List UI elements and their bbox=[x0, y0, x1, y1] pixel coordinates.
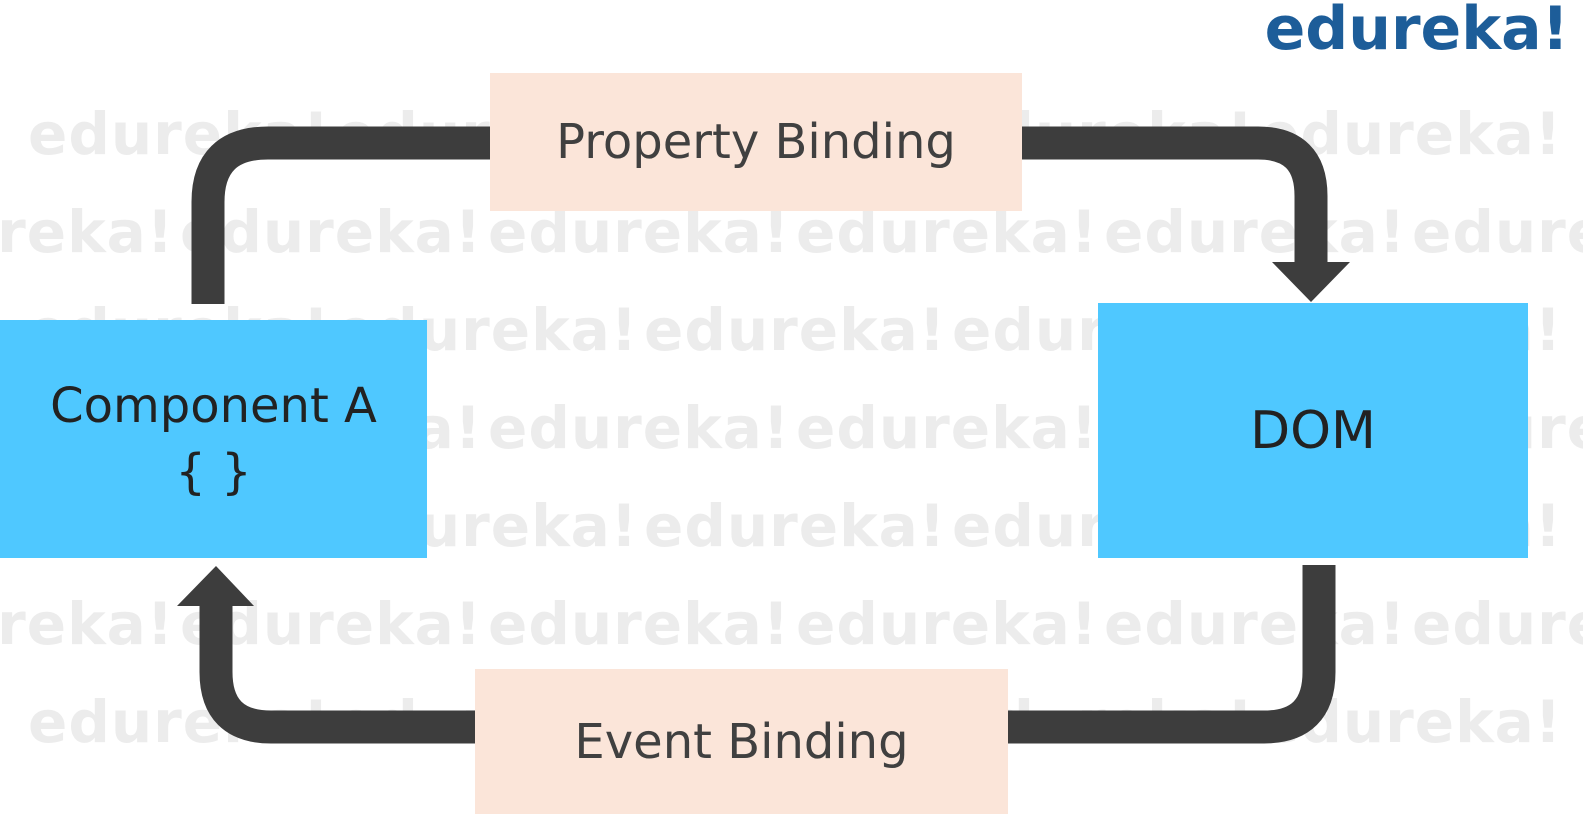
edureka-logo: edureka! bbox=[1264, 0, 1569, 64]
arrow-down-icon bbox=[1272, 262, 1350, 302]
event-binding-label: Event Binding bbox=[475, 669, 1008, 814]
component-a-node: Component A { } bbox=[0, 320, 427, 558]
component-a-title: Component A bbox=[50, 378, 377, 434]
component-a-braces: { } bbox=[175, 444, 252, 500]
arrow-up-icon bbox=[177, 566, 254, 606]
dom-node: DOM bbox=[1098, 303, 1528, 558]
event-binding-text: Event Binding bbox=[574, 713, 909, 770]
dom-title: DOM bbox=[1250, 400, 1376, 461]
property-binding-arrow-line bbox=[191, 126, 1328, 304]
property-binding-label: Property Binding bbox=[490, 73, 1022, 211]
property-binding-text: Property Binding bbox=[556, 114, 956, 170]
